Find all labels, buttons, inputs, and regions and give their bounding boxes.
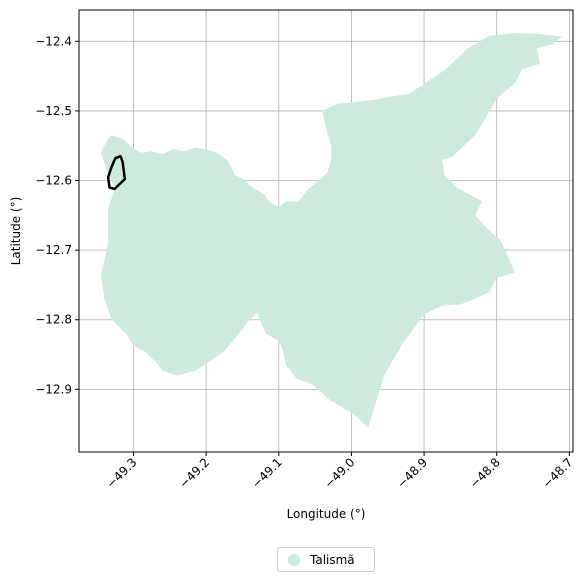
y-tick-label: −12.4 [35, 34, 72, 48]
y-tick-label: −12.7 [35, 243, 72, 257]
region-talisma [100, 33, 563, 428]
y-tick-label: −12.8 [35, 313, 72, 327]
x-axis-label: Longitude (°) [287, 507, 366, 521]
legend-marker [288, 553, 300, 566]
y-tick-label: −12.5 [35, 104, 72, 118]
x-ticks: −49.3 −49.2 −49.1 −49.0 −48.9 −48.8 −48.7 [104, 452, 576, 491]
x-tick-label: −49.1 [249, 455, 285, 491]
y-axis-label: Latitude (°) [9, 197, 23, 266]
x-tick-label: −48.7 [540, 455, 576, 491]
legend-label-talisma: Talismã [310, 552, 355, 567]
y-ticks: −12.4 −12.5 −12.6 −12.7 −12.8 −12.9 [35, 34, 79, 396]
legend: Talismã [277, 547, 375, 572]
y-tick-label: −12.6 [35, 174, 72, 188]
outline-layer [106, 154, 127, 191]
x-tick-label: −49.2 [176, 455, 212, 491]
plot-frame [78, 9, 574, 453]
outlined-area [106, 154, 127, 191]
region-layer [100, 33, 563, 428]
x-tick-label: −49.3 [104, 455, 140, 491]
x-tick-label: −48.8 [467, 455, 503, 491]
y-tick-label: −12.9 [35, 382, 72, 396]
x-tick-label: −48.9 [394, 455, 430, 491]
x-tick-label: −49.0 [322, 455, 358, 491]
